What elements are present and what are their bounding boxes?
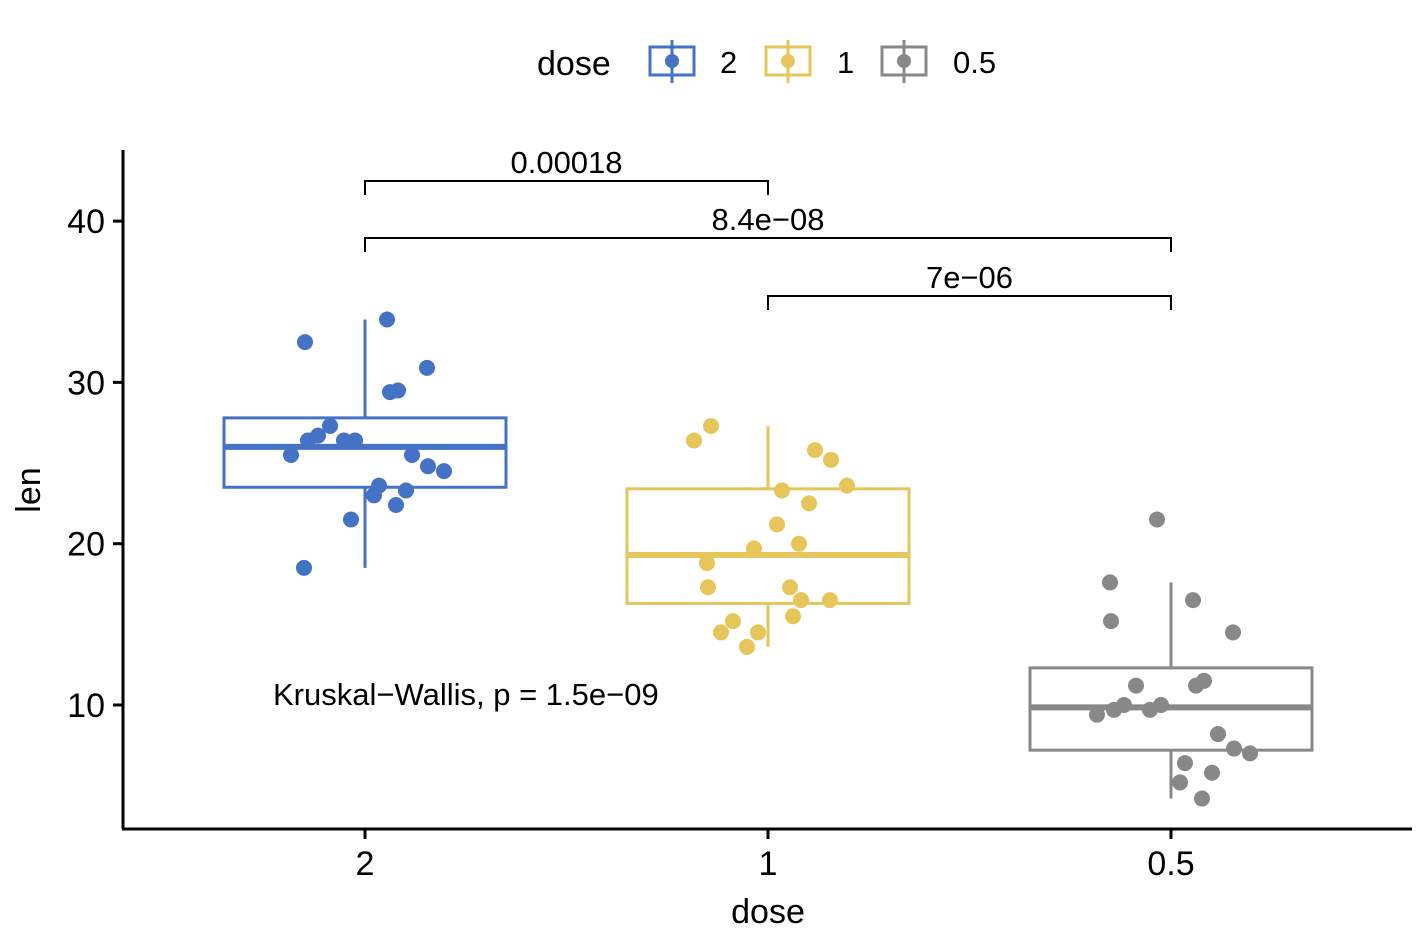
- points-1: [686, 417, 855, 655]
- data-point: [1225, 624, 1241, 641]
- comparison-bracket: 8.4e−08: [364, 202, 1172, 252]
- x-axis-title: dose: [731, 893, 805, 931]
- data-point: [388, 496, 404, 513]
- bracket-line: [364, 237, 1172, 252]
- data-point: [1194, 790, 1210, 807]
- legend-key-point: [897, 54, 911, 68]
- legend-item-2: 2: [648, 40, 737, 83]
- bracket-line: [364, 180, 769, 195]
- data-point: [1172, 774, 1188, 791]
- points-0.5: [1089, 511, 1258, 807]
- data-point: [769, 516, 785, 533]
- x-tick-label: 0.5: [1147, 845, 1194, 883]
- data-point: [1103, 613, 1119, 630]
- legend-item-1: 1: [764, 40, 854, 83]
- data-point: [343, 511, 359, 528]
- legend-title: dose: [537, 45, 611, 83]
- y-tick-label: 30: [67, 364, 105, 402]
- y-tick-label: 40: [67, 203, 105, 241]
- data-point: [725, 613, 741, 630]
- points-2: [283, 311, 452, 576]
- box-group-1: [625, 425, 911, 647]
- data-point: [1102, 574, 1118, 591]
- data-point: [750, 624, 766, 641]
- data-point: [366, 487, 382, 504]
- data-point: [404, 446, 420, 463]
- data-point: [296, 559, 312, 576]
- data-point: [739, 638, 755, 655]
- x-tick-label: 2: [356, 845, 375, 883]
- comparison-bracket: 7e−06: [767, 260, 1172, 310]
- annotations: Kruskal−Wallis, p = 1.5e−09: [273, 677, 659, 712]
- legend-key-point: [781, 54, 795, 68]
- test-annotation: Kruskal−Wallis, p = 1.5e−09: [273, 677, 659, 712]
- data-point: [322, 417, 338, 434]
- data-point: [379, 311, 395, 328]
- data-point: [398, 482, 414, 499]
- data-point: [1128, 677, 1144, 694]
- comparison-brackets: 0.00018 8.4e−08 7e−06: [364, 145, 1172, 310]
- data-point: [746, 540, 762, 557]
- y-tick-label: 10: [67, 687, 105, 725]
- legend-label: 2: [720, 45, 737, 80]
- data-point: [283, 446, 299, 463]
- data-point: [686, 432, 702, 449]
- bracket-label: 7e−06: [926, 260, 1013, 295]
- data-point: [1185, 592, 1201, 609]
- legend-key-point: [665, 54, 679, 68]
- data-point: [839, 477, 855, 494]
- data-point: [699, 555, 715, 572]
- plot-area: [222, 311, 1314, 807]
- data-point: [1226, 740, 1242, 757]
- data-point: [436, 463, 452, 480]
- data-point: [1188, 677, 1204, 694]
- data-point: [713, 624, 729, 641]
- data-point: [807, 442, 823, 459]
- data-point: [823, 451, 839, 468]
- data-point: [782, 579, 798, 596]
- data-point: [700, 579, 716, 596]
- x-tick-label: 1: [759, 845, 778, 883]
- data-point: [1149, 511, 1165, 528]
- box: [222, 416, 508, 489]
- data-point: [785, 608, 801, 625]
- data-point: [793, 592, 809, 609]
- box-group-0.5: [1028, 582, 1314, 799]
- legend: dose 2 1 0.5: [537, 40, 996, 83]
- data-point: [774, 482, 790, 499]
- bracket-line: [767, 295, 1172, 310]
- data-point: [703, 417, 719, 434]
- bracket-label: 0.00018: [510, 145, 622, 180]
- box: [625, 487, 911, 605]
- data-point: [297, 334, 313, 351]
- data-point: [1089, 706, 1105, 723]
- y-ticks: 10 20 30 40: [67, 203, 123, 725]
- data-point: [420, 458, 436, 475]
- data-point: [336, 432, 352, 449]
- data-point: [801, 495, 817, 512]
- data-point: [1142, 701, 1158, 718]
- data-point: [822, 592, 838, 609]
- data-point: [1242, 745, 1258, 762]
- data-point: [300, 432, 316, 449]
- box-group-2: [222, 319, 508, 568]
- data-point: [382, 384, 398, 401]
- data-point: [419, 359, 435, 376]
- data-point: [1204, 764, 1220, 781]
- data-point: [1106, 701, 1122, 718]
- legend-item-0.5: 0.5: [880, 40, 996, 83]
- data-point: [347, 432, 363, 449]
- y-axis-title: len: [10, 467, 48, 512]
- comparison-bracket: 0.00018: [364, 145, 769, 195]
- data-point: [1177, 755, 1193, 772]
- data-point: [791, 535, 807, 552]
- data-point: [1210, 726, 1226, 743]
- y-tick-label: 20: [67, 526, 105, 564]
- legend-label: 0.5: [953, 45, 996, 80]
- x-ticks: 2 1 0.5: [356, 829, 1195, 883]
- bracket-label: 8.4e−08: [712, 202, 825, 237]
- legend-label: 1: [837, 45, 854, 80]
